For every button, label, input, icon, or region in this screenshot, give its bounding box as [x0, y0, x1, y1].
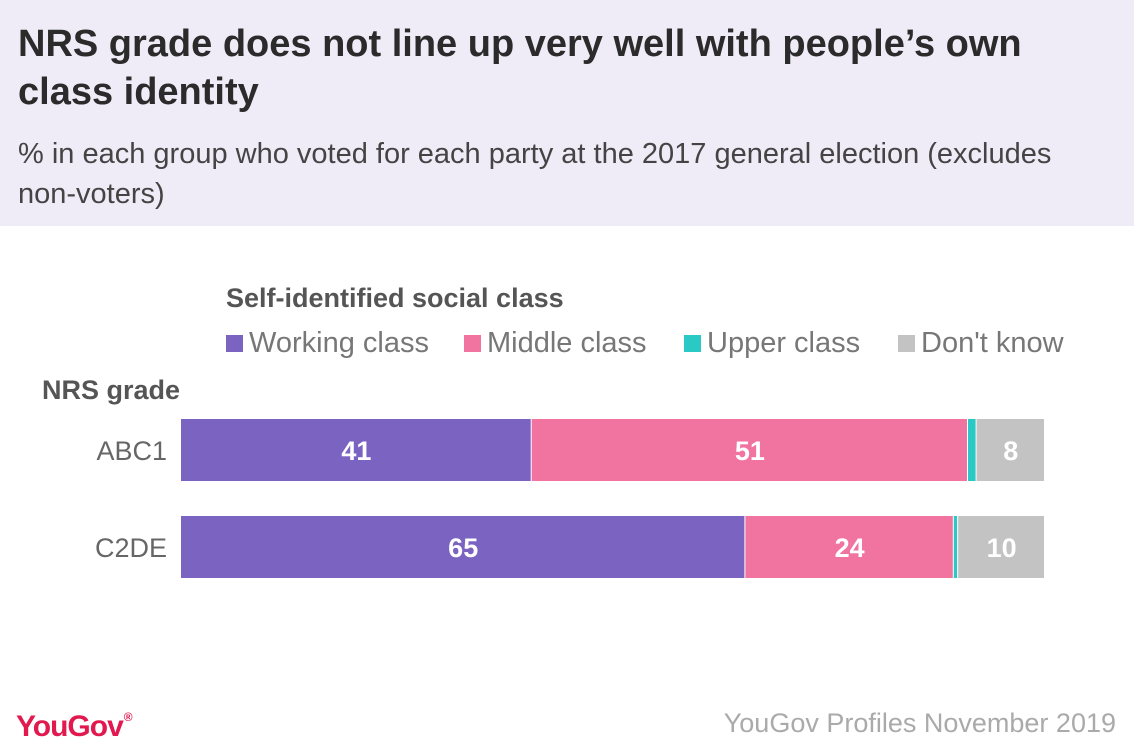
- legend-label-middle-class: Middle class: [487, 326, 647, 359]
- legend-label-don-t-know: Don't know: [921, 326, 1064, 359]
- category-label-abc1: ABC1: [96, 436, 167, 466]
- chart-subtitle: % in each group who voted for each party…: [18, 138, 1052, 210]
- data-label-c2de-working-class: 65: [448, 533, 478, 563]
- bar-c2de-working-class: [181, 516, 745, 578]
- logo-mark: ®: [123, 710, 133, 724]
- legend-swatch-don-t-know: [898, 334, 915, 352]
- bar-abc1-upper-class: [968, 419, 976, 481]
- bar-c2de-middle-class: [745, 516, 953, 578]
- chart-title: NRS grade does not line up very well wit…: [18, 23, 1022, 113]
- legend: Working class Middle class Upper class Don'…: [226, 326, 1106, 360]
- legend-item-working-class: Working class: [226, 326, 429, 360]
- data-label-abc1-middle-class: 51: [735, 436, 765, 466]
- header-band: NRS grade does not line up very well wit…: [0, 0, 1134, 226]
- source-note: YouGov Profiles November 2019: [723, 708, 1116, 738]
- bar-abc1-don-t-know: [976, 419, 1044, 481]
- data-label-abc1-working-class: 41: [341, 436, 371, 466]
- legend-swatch-working-class: [226, 334, 243, 352]
- legend-item-don-t-know: Don't know: [898, 326, 1064, 360]
- bar-abc1-working-class: [181, 419, 531, 481]
- data-label-c2de-don-t-know: 10: [987, 533, 1017, 563]
- category-label-c2de: C2DE: [95, 533, 167, 563]
- bar-abc1-middle-class: [531, 419, 967, 481]
- legend-label-upper-class: Upper class: [707, 326, 861, 359]
- legend-swatch-middle-class: [464, 334, 481, 352]
- data-label-abc1-don-t-know: 8: [1003, 436, 1018, 466]
- legend-title: Self-identified social class: [226, 283, 564, 313]
- legend-item-upper-class: Upper class: [684, 326, 860, 360]
- data-label-c2de-middle-class: 24: [835, 533, 865, 563]
- bar-c2de-don-t-know: [958, 516, 1044, 578]
- logo-text: YouGov: [16, 710, 124, 743]
- legend-swatch-upper-class: [684, 334, 701, 352]
- yougov-logo: YouGov®: [16, 710, 133, 744]
- y-axis-title: NRS grade: [42, 375, 181, 405]
- legend-label-working-class: Working class: [249, 326, 429, 359]
- bar-c2de-upper-class: [953, 516, 958, 578]
- legend-item-middle-class: Middle class: [464, 326, 647, 360]
